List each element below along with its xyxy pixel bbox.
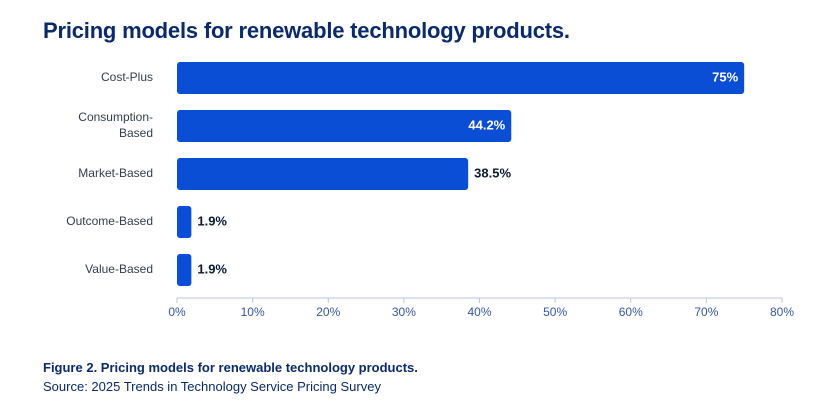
- data-label: 38.5%: [474, 165, 511, 180]
- data-label: 1.9%: [197, 261, 227, 276]
- tick-label: 50%: [543, 305, 567, 319]
- figure-caption: Figure 2. Pricing models for renewable t…: [43, 360, 418, 375]
- tick-label: 30%: [392, 305, 416, 319]
- data-label: 44.2%: [468, 117, 505, 132]
- bar-chart: Cost-Plus 75% Consumption-Based 44.2% Market…: [66, 62, 794, 319]
- x-axis: 0% 10% 20% 30% 40% 50% 60% 70% 80%: [168, 297, 794, 319]
- category-label: Outcome-Based: [66, 214, 153, 228]
- category-label: Market-Based: [78, 166, 153, 180]
- bar: [177, 254, 192, 286]
- tick-label: 60%: [619, 305, 643, 319]
- category-label: Consumption-Based: [78, 110, 153, 140]
- tick-label: 10%: [241, 305, 265, 319]
- tick-label: 80%: [770, 305, 794, 319]
- data-label: 1.9%: [197, 213, 227, 228]
- tick-label: 70%: [694, 305, 718, 319]
- bar: [177, 158, 469, 190]
- tick-label: 40%: [467, 305, 491, 319]
- category-label: Value-Based: [85, 262, 153, 276]
- category-label: Cost-Plus: [101, 70, 153, 84]
- tick-label: 0%: [168, 305, 186, 319]
- bar: [177, 110, 512, 142]
- source-note: Source: 2025 Trends in Technology Servic…: [43, 379, 381, 394]
- bar: [177, 62, 745, 94]
- data-label: 75%: [712, 69, 738, 84]
- tick-label: 20%: [316, 305, 340, 319]
- bar-group: Cost-Plus 75% Consumption-Based 44.2% Market…: [66, 62, 745, 286]
- bar: [177, 206, 192, 238]
- chart-title: Pricing models for renewable technology …: [43, 18, 570, 43]
